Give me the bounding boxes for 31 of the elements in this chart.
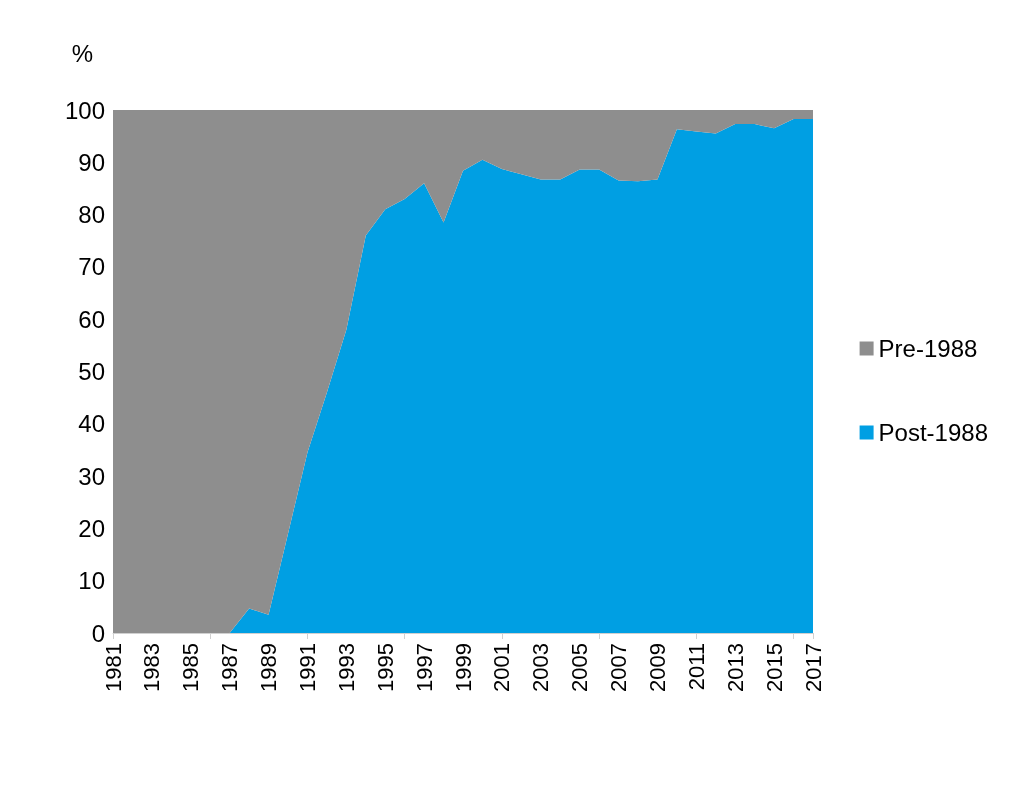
x-tick-label: 1983 <box>139 643 165 692</box>
x-tick-label: 2001 <box>489 643 515 692</box>
x-tick-label: 1993 <box>333 643 359 692</box>
x-tick-label: 1987 <box>217 643 243 692</box>
y-tick-label: 30 <box>78 462 105 490</box>
y-tick-label: 40 <box>78 410 105 438</box>
y-tick-label: 20 <box>78 514 105 542</box>
x-tick-label: 2007 <box>606 643 632 692</box>
y-tick-label: 90 <box>78 148 105 176</box>
y-axis-title: % <box>71 39 93 67</box>
x-tick-label: 1995 <box>372 643 398 692</box>
x-tick-label: 1991 <box>294 643 320 692</box>
x-tick-label: 2005 <box>567 643 593 692</box>
y-tick-label: 70 <box>78 253 105 281</box>
x-tick-label: 2011 <box>683 643 709 691</box>
x-tick-label: 1997 <box>411 643 437 692</box>
x-tick-label: 2015 <box>761 643 787 692</box>
y-tick-label: 80 <box>78 201 105 229</box>
x-tick-label: 2013 <box>722 643 748 692</box>
x-tick-label: 1985 <box>178 643 204 692</box>
y-tick-label: 60 <box>78 305 105 333</box>
legend-label: Pre-1988 <box>878 335 978 362</box>
x-tick-label: 1999 <box>450 643 476 692</box>
y-tick-label: 50 <box>78 358 105 385</box>
x-tick-label: 1989 <box>256 643 282 692</box>
x-tick-label: 2017 <box>800 643 826 692</box>
y-tick-label: 100 <box>64 96 105 124</box>
y-tick-label: 10 <box>78 567 105 595</box>
x-tick-label: 2003 <box>528 643 554 692</box>
x-tick-label: 2009 <box>644 643 670 692</box>
legend-label: Post-1988 <box>878 419 988 446</box>
